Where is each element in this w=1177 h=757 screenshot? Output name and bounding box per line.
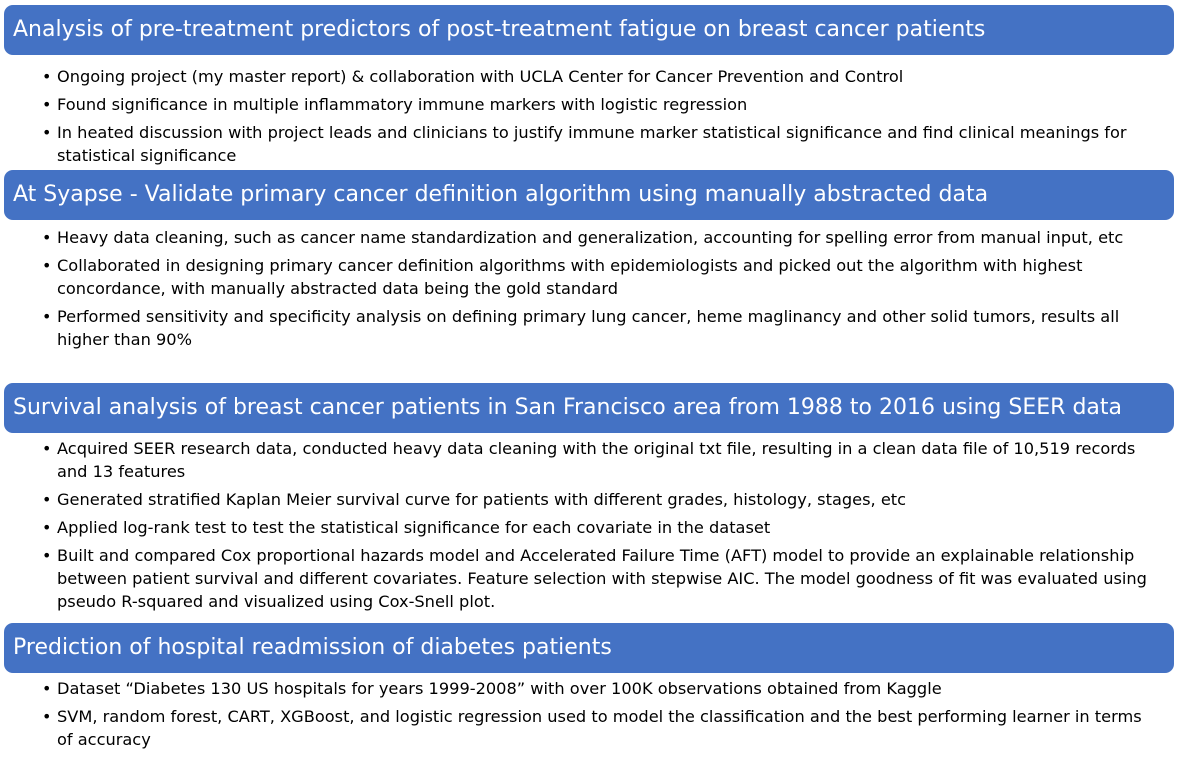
bullet-item: • In heated discussion with project leads… bbox=[4, 121, 1174, 167]
bullet-text: Built and compared Cox proportional haza… bbox=[57, 546, 1147, 611]
bullet-marker: • bbox=[42, 546, 52, 565]
bullet-text: Generated stratified Kaplan Meier surviv… bbox=[57, 490, 907, 509]
bullet-item: • Ongoing project (my master report) & co… bbox=[4, 65, 1174, 88]
bullet-marker: • bbox=[42, 439, 52, 458]
bullet-text: Dataset “Diabetes 130 US hospitals for y… bbox=[57, 679, 942, 698]
bullet-item: • Acquired SEER research data, conducted … bbox=[4, 437, 1174, 483]
bullet-list: • Heavy data cleaning, such as cancer nam… bbox=[4, 226, 1174, 351]
bullet-text: SVM, random forest, CART, XGBoost, and l… bbox=[57, 707, 1142, 749]
section-title: Analysis of pre-treatment predictors of … bbox=[4, 5, 1174, 55]
section-title: Survival analysis of breast cancer patie… bbox=[4, 383, 1174, 433]
bullet-text: In heated discussion with project leads … bbox=[57, 123, 1127, 165]
bullet-marker: • bbox=[42, 67, 52, 86]
bullet-item: • Performed sensitivity and specificity a… bbox=[4, 305, 1174, 351]
bullet-list: • Ongoing project (my master report) & co… bbox=[4, 65, 1174, 167]
bullet-item: • Heavy data cleaning, such as cancer nam… bbox=[4, 226, 1174, 249]
bullet-marker: • bbox=[42, 679, 52, 698]
bullet-marker: • bbox=[42, 228, 52, 247]
bullet-item: • Found significance in multiple inflamma… bbox=[4, 93, 1174, 116]
bullet-marker: • bbox=[42, 518, 52, 537]
section-title: At Syapse - Validate primary cancer defi… bbox=[4, 170, 1174, 220]
bullet-list: • Acquired SEER research data, conducted … bbox=[4, 437, 1174, 613]
bullet-item: • Dataset “Diabetes 130 US hospitals for … bbox=[4, 677, 1174, 700]
bullet-text: Applied log-rank test to test the statis… bbox=[57, 518, 771, 537]
bullet-marker: • bbox=[42, 707, 52, 726]
bullet-list: • Dataset “Diabetes 130 US hospitals for … bbox=[4, 677, 1174, 751]
section-survival-analysis: Survival analysis of breast cancer patie… bbox=[4, 383, 1174, 618]
bullet-marker: • bbox=[42, 307, 52, 326]
bullet-text: Ongoing project (my master report) & col… bbox=[57, 67, 904, 86]
bullet-item: • Applied log-rank test to test the stati… bbox=[4, 516, 1174, 539]
section-title: Prediction of hospital readmission of di… bbox=[4, 623, 1174, 673]
bullet-marker: • bbox=[42, 95, 52, 114]
bullet-text: Heavy data cleaning, such as cancer name… bbox=[57, 228, 1124, 247]
bullet-text: Found significance in multiple inflammat… bbox=[57, 95, 748, 114]
bullet-item: • Collaborated in designing primary cance… bbox=[4, 254, 1174, 300]
bullet-text: Collaborated in designing primary cancer… bbox=[57, 256, 1083, 298]
bullet-text: Performed sensitivity and specificity an… bbox=[57, 307, 1120, 349]
bullet-marker: • bbox=[42, 256, 52, 275]
section-readmission-prediction: Prediction of hospital readmission of di… bbox=[4, 623, 1174, 756]
section-fatigue-analysis: Analysis of pre-treatment predictors of … bbox=[4, 5, 1174, 172]
bullet-item: • Generated stratified Kaplan Meier survi… bbox=[4, 488, 1174, 511]
section-syapse-validation: At Syapse - Validate primary cancer defi… bbox=[4, 170, 1174, 356]
bullet-text: Acquired SEER research data, conducted h… bbox=[57, 439, 1136, 481]
bullet-item: • Built and compared Cox proportional haz… bbox=[4, 544, 1174, 613]
bullet-marker: • bbox=[42, 490, 52, 509]
bullet-item: • SVM, random forest, CART, XGBoost, and … bbox=[4, 705, 1174, 751]
bullet-marker: • bbox=[42, 123, 52, 142]
